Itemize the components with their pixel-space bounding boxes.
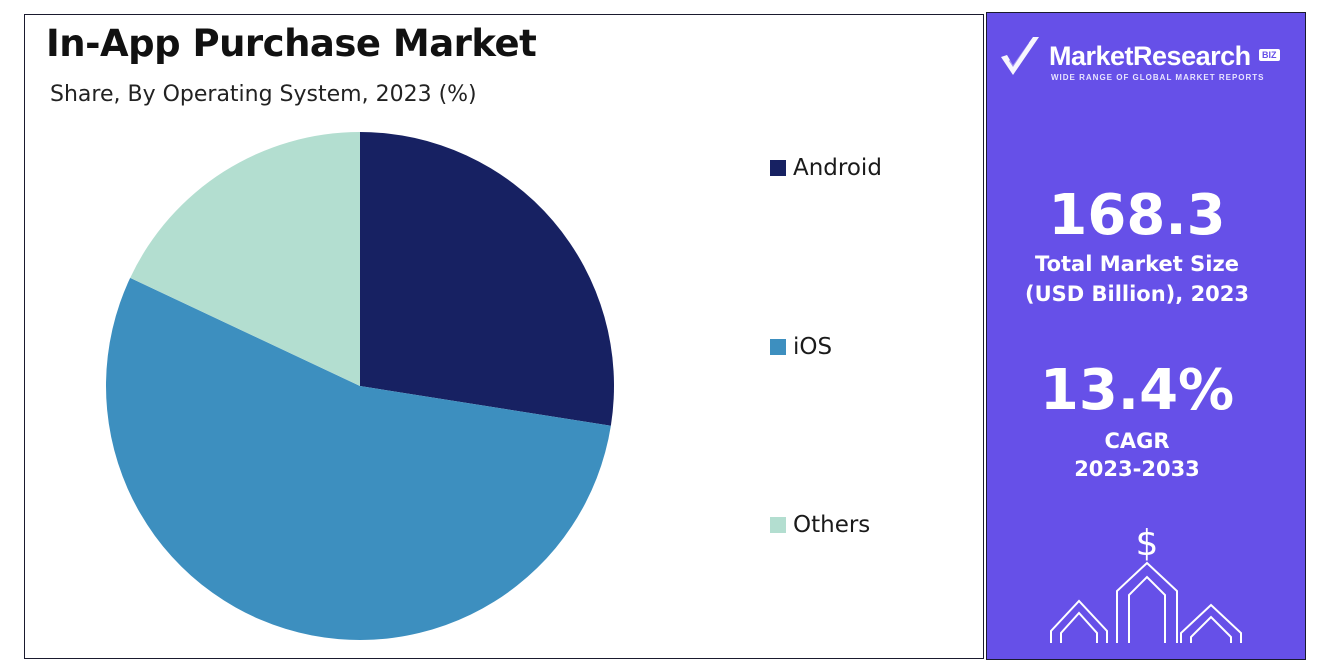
market-size-label-line1: Total Market Size bbox=[1035, 252, 1239, 276]
pie-slice-ios bbox=[106, 277, 611, 640]
cagr-value: 13.4% bbox=[1039, 358, 1235, 423]
legend-swatch bbox=[770, 160, 786, 176]
stats-panel: MarketResearch BIZ WIDE RANGE OF GLOBAL … bbox=[986, 12, 1306, 660]
brand-name: MarketResearch bbox=[1049, 41, 1251, 71]
chart-subtitle: Share, By Operating System, 2023 (%) bbox=[50, 82, 477, 107]
pie-chart bbox=[106, 132, 615, 640]
market-size-label-line2: (USD Billion), 2023 bbox=[1024, 282, 1250, 306]
legend-item-others: Others bbox=[770, 512, 870, 538]
legend-item-android: Android bbox=[770, 155, 882, 181]
market-size-value: 168.3 bbox=[1048, 183, 1226, 248]
cagr-label-line1: CAGR bbox=[1104, 429, 1170, 453]
pie-slice-android bbox=[360, 132, 615, 426]
legend-label: Android bbox=[793, 155, 882, 181]
legend-swatch bbox=[770, 517, 786, 533]
legend-item-ios: iOS bbox=[770, 334, 832, 360]
legend-label: Others bbox=[793, 512, 871, 538]
brand-logo: MarketResearch BIZ WIDE RANGE OF GLOBAL … bbox=[999, 31, 1299, 91]
checkmark-logo-icon bbox=[1001, 37, 1039, 75]
brand-tagline: WIDE RANGE OF GLOBAL MARKET REPORTS bbox=[1051, 73, 1265, 82]
legend-swatch bbox=[770, 339, 786, 355]
dollar-icon: $ bbox=[1135, 523, 1159, 564]
growth-arrows-icon bbox=[1050, 561, 1242, 643]
cagr-label-line2: 2023-2033 bbox=[1074, 457, 1200, 481]
brand-badge: BIZ bbox=[1259, 49, 1280, 61]
pie-slice-others bbox=[130, 132, 360, 386]
legend-label: iOS bbox=[793, 334, 833, 360]
chart-title: In-App Purchase Market bbox=[46, 22, 537, 65]
